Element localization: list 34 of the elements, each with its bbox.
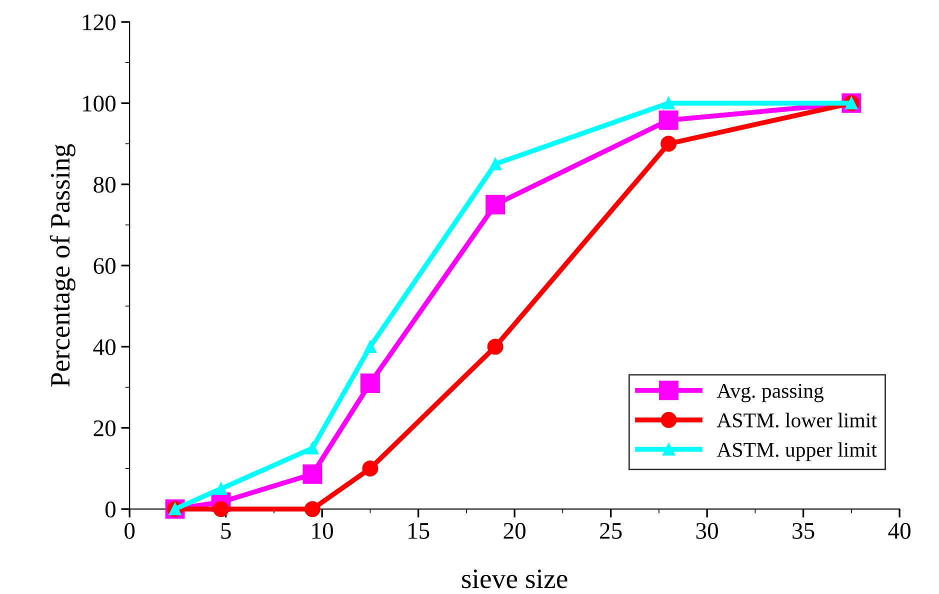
y-tick-label: 80 <box>94 176 116 193</box>
x-tick-label: 15 <box>408 523 430 539</box>
x-axis-title: sieve size <box>462 570 568 588</box>
point <box>306 442 319 454</box>
x-tick-label: 0 <box>124 522 135 539</box>
point <box>486 194 506 214</box>
point <box>302 464 322 484</box>
x-tick-label: 40 <box>888 522 910 539</box>
x-tick-label: 20 <box>504 522 526 539</box>
point <box>489 158 502 170</box>
point <box>487 338 504 355</box>
x-tick-label: 10 <box>312 522 333 539</box>
point <box>304 501 320 518</box>
legend-label: ASTM. lower limit <box>716 412 877 428</box>
point <box>360 374 380 393</box>
y-tick-label: 0 <box>105 502 116 518</box>
point <box>658 110 678 130</box>
x-tick-label: 30 <box>696 522 718 539</box>
point <box>362 460 378 476</box>
legend-label: Avg. passing <box>716 384 824 402</box>
y-tick-label: 20 <box>94 420 116 436</box>
y-tick-label: 40 <box>93 339 116 356</box>
x-tick-label: 35 <box>792 523 814 539</box>
point <box>364 340 376 353</box>
point <box>662 96 675 110</box>
legend-label: ASTM. upper limit <box>716 442 877 462</box>
x-tick-label: 5 <box>221 523 231 539</box>
point <box>660 136 677 152</box>
y-tick-label: 100 <box>83 96 116 112</box>
y-tick-label: 60 <box>94 258 116 274</box>
y-tick-label: 120 <box>83 14 116 30</box>
point <box>214 482 228 496</box>
y-axis-title: Percentage of Passing <box>50 144 76 387</box>
x-tick-label: 25 <box>600 523 622 539</box>
